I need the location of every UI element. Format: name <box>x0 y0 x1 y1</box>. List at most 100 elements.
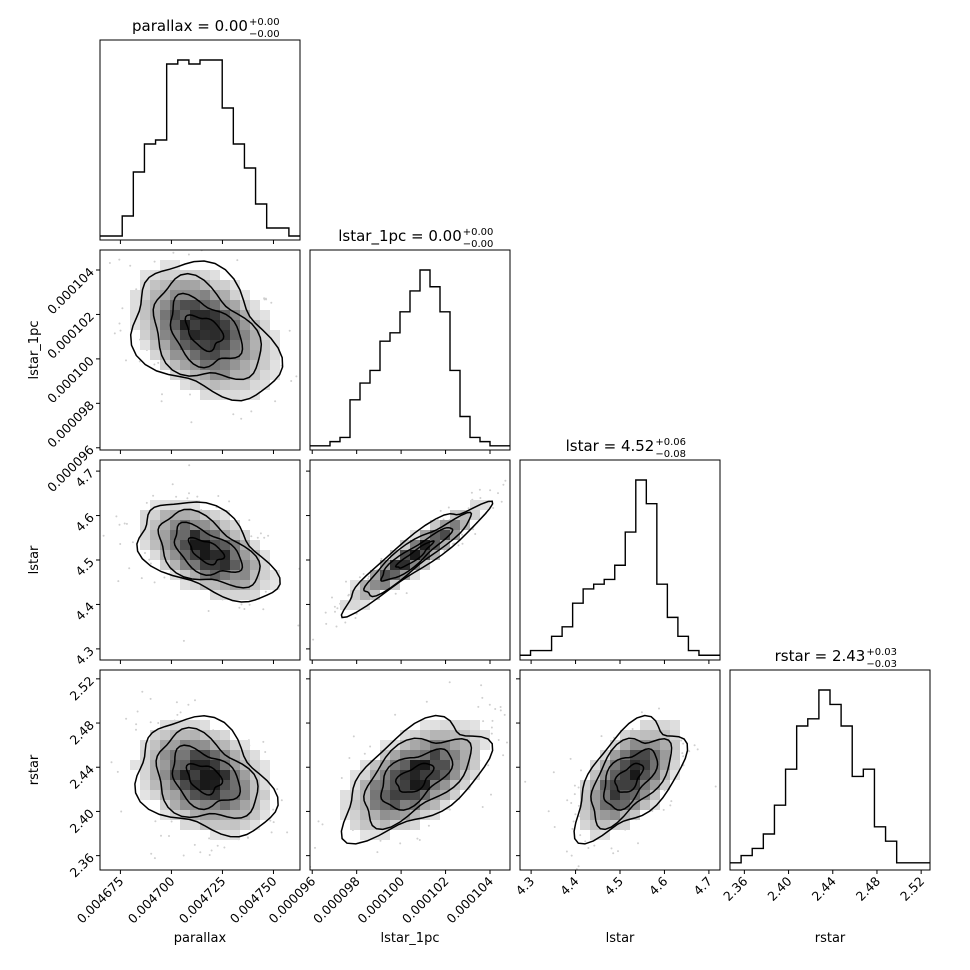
density-cell <box>350 580 360 590</box>
density-cell <box>190 810 200 820</box>
sample-point <box>125 522 128 525</box>
density-cell <box>140 740 150 750</box>
contour-line <box>173 521 244 576</box>
density-cell <box>620 760 630 770</box>
density-cell <box>470 730 480 740</box>
joint-parallax-lstar_1pc <box>96 249 301 454</box>
contour-line <box>152 272 263 381</box>
density-cell <box>170 790 180 800</box>
sample-point <box>189 393 191 396</box>
density-cell <box>660 740 670 750</box>
sample-point <box>267 534 270 537</box>
density-cell <box>170 320 180 330</box>
sample-point <box>263 297 266 300</box>
density-cell <box>230 750 240 760</box>
density-cell <box>360 760 370 770</box>
sample-point <box>593 844 596 847</box>
density-cell <box>230 560 240 570</box>
density-cell <box>350 790 360 800</box>
density-cell <box>220 320 230 330</box>
sample-point <box>380 557 383 560</box>
sample-point <box>131 541 134 544</box>
panel-frame <box>309 249 511 451</box>
density-cell <box>140 770 150 780</box>
density-cell <box>480 730 490 740</box>
density-cell <box>240 810 250 820</box>
sample-point <box>631 728 634 730</box>
sample-point <box>477 705 480 708</box>
title-lower-error: −0.03 <box>866 659 897 670</box>
density-cell <box>390 550 400 560</box>
density-cell <box>170 290 180 300</box>
histogram-step-rstar <box>730 689 930 864</box>
sample-point <box>331 596 333 599</box>
contour-line <box>184 314 225 353</box>
sample-point <box>651 809 654 812</box>
sample-point <box>497 739 500 741</box>
sample-point <box>138 360 141 363</box>
density-cell <box>190 310 200 320</box>
density-cell <box>160 770 170 780</box>
sample-point <box>348 757 351 759</box>
sample-point <box>232 413 235 416</box>
density-cell <box>200 550 210 560</box>
contour-line <box>340 714 494 845</box>
sample-point <box>488 703 491 706</box>
density-cell <box>170 780 180 790</box>
density-cell <box>190 510 200 520</box>
sample-point <box>367 575 370 578</box>
density-cell <box>650 800 660 810</box>
density-cell <box>260 370 270 380</box>
sample-point <box>120 810 123 813</box>
density-cell <box>170 270 180 280</box>
density-cell <box>190 330 200 340</box>
density-cell <box>440 530 450 540</box>
density-cell <box>260 570 270 580</box>
contour-line <box>380 526 454 582</box>
density-cell <box>160 330 170 340</box>
sample-point <box>136 710 139 713</box>
density-cell <box>590 800 600 810</box>
panel-frame <box>99 249 301 451</box>
density-cell <box>200 800 210 810</box>
density-cell <box>230 310 240 320</box>
sample-point <box>110 761 113 764</box>
density-cell <box>250 780 260 790</box>
density-cell <box>220 580 230 590</box>
sample-point <box>94 804 96 806</box>
density-cell <box>150 550 160 560</box>
sample-point <box>125 359 127 362</box>
density-cell <box>350 590 360 600</box>
contour-line <box>394 540 435 569</box>
density-cell <box>620 730 630 740</box>
density-cell <box>590 830 600 840</box>
density-cell <box>190 540 200 550</box>
density-cell <box>360 770 370 780</box>
y-tick-label-lstar_1pc: 0.000104 <box>44 264 97 317</box>
density-cell <box>440 720 450 730</box>
density-cell <box>240 330 250 340</box>
sample-point <box>118 523 121 526</box>
density-cell <box>250 800 260 810</box>
density-cell <box>480 740 490 750</box>
density-cell <box>230 300 240 310</box>
density-cell <box>180 550 190 560</box>
density-cell <box>410 760 420 770</box>
panel-title-rstar: rstar = 2.43 <box>775 647 866 665</box>
density-cell <box>170 330 180 340</box>
density-cell <box>160 310 170 320</box>
density-cell <box>620 770 630 780</box>
density-cell <box>390 570 400 580</box>
sample-point <box>345 580 347 583</box>
density-cell <box>150 280 160 290</box>
density-cell <box>240 390 250 400</box>
density-cell <box>190 790 200 800</box>
contour-line <box>169 292 244 369</box>
density-cell <box>190 300 200 310</box>
density-cell <box>380 580 390 590</box>
density-cell <box>140 760 150 770</box>
density-cell <box>410 810 420 820</box>
sample-point <box>128 567 131 570</box>
sample-point <box>478 488 481 491</box>
density-cell <box>390 750 400 760</box>
